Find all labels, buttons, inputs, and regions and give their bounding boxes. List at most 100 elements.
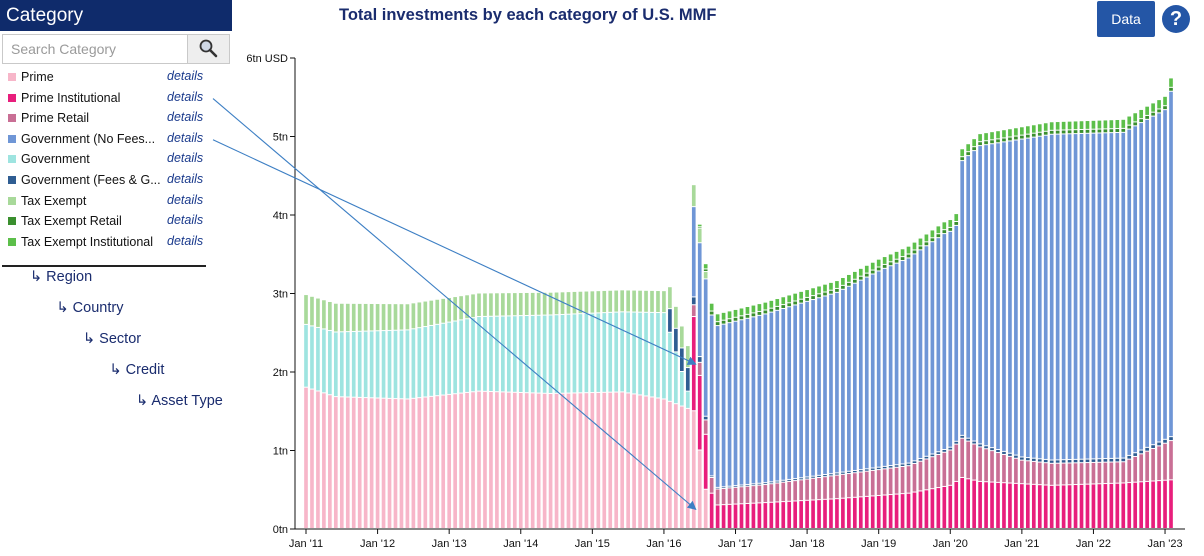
bar-segment xyxy=(1025,126,1030,134)
bar-segment xyxy=(614,392,619,528)
bar-segment xyxy=(847,282,851,286)
bar-segment xyxy=(715,489,720,505)
hierarchy-item[interactable]: ↳ Asset Type xyxy=(136,393,223,409)
category-details-link[interactable]: details xyxy=(167,192,204,207)
bar-segment xyxy=(787,307,792,479)
bar-segment xyxy=(888,254,893,262)
category-item[interactable]: Prime details xyxy=(8,68,208,88)
bar-segment xyxy=(727,311,732,319)
category-item[interactable]: Tax Exempt details xyxy=(8,192,208,212)
category-label: Government (Fees & G... xyxy=(21,173,161,187)
bar-segment xyxy=(852,473,857,497)
bar-segment xyxy=(1031,125,1036,133)
bar-segment xyxy=(1043,131,1048,135)
category-label: Prime xyxy=(21,70,54,84)
bar-segment xyxy=(584,313,589,393)
category-details-link[interactable]: details xyxy=(167,233,204,248)
bar-segment xyxy=(1133,456,1138,482)
bar-segment xyxy=(1079,484,1084,528)
bar-segment xyxy=(996,450,1000,453)
bar-segment xyxy=(1151,449,1155,481)
hierarchy-item[interactable]: ↳ Credit xyxy=(109,362,165,378)
bar-segment xyxy=(310,326,314,389)
bar-segment xyxy=(757,503,762,528)
bar-segment xyxy=(882,466,887,469)
x-tick-label: Jan '17 xyxy=(718,538,753,550)
bar-segment xyxy=(542,292,547,315)
category-details-link[interactable]: details xyxy=(167,110,204,125)
bar-segment xyxy=(960,161,965,435)
bar-segment xyxy=(1109,458,1114,462)
category-details-link[interactable]: details xyxy=(167,89,204,104)
bar-segment xyxy=(805,301,809,477)
category-item[interactable]: Government details xyxy=(8,150,208,170)
bar-segment xyxy=(757,483,762,485)
bar-segment xyxy=(453,394,457,528)
bar-segment xyxy=(703,416,708,420)
category-item[interactable]: Government (No Fees... details xyxy=(8,130,208,150)
category-details-link[interactable]: details xyxy=(167,130,204,145)
bar-segment xyxy=(1008,137,1012,141)
bar-segment xyxy=(495,316,499,392)
search-input[interactable] xyxy=(3,35,186,63)
category-item[interactable]: Prime Retail details xyxy=(8,109,208,129)
bar-segment xyxy=(697,357,702,362)
bar-segment xyxy=(1097,120,1102,129)
bar-segment xyxy=(1085,463,1090,484)
hierarchy-item[interactable]: ↳ Country xyxy=(56,300,124,316)
bar-segment xyxy=(656,398,660,528)
category-item[interactable]: Tax Exempt Institutional details xyxy=(8,233,208,253)
bar-segment xyxy=(930,454,935,457)
bar-segment xyxy=(870,470,875,496)
data-button[interactable]: Data xyxy=(1097,1,1155,37)
help-icon[interactable]: ? xyxy=(1162,5,1190,33)
bar-segment xyxy=(1043,463,1048,485)
bar-segment xyxy=(960,435,965,438)
bar-segment xyxy=(1121,132,1126,458)
bar-segment xyxy=(316,391,320,528)
category-details-link[interactable]: details xyxy=(167,69,204,83)
bar-segment xyxy=(942,449,947,452)
bar-segment xyxy=(751,305,756,313)
bar-segment xyxy=(1139,119,1144,123)
category-details-link[interactable]: details xyxy=(167,172,204,186)
hierarchy-item[interactable]: ↳ Sector xyxy=(83,331,142,347)
bar-segment xyxy=(703,434,708,489)
bar-segment xyxy=(602,290,607,313)
bar-segment xyxy=(847,474,851,498)
bar-segment xyxy=(847,498,851,528)
bar-segment xyxy=(524,393,529,528)
bar-segment xyxy=(1014,483,1018,528)
bar-segment xyxy=(1127,129,1132,455)
category-item[interactable]: Tax Exempt Retail details xyxy=(8,212,208,232)
x-tick-label: Jan '12 xyxy=(360,538,395,550)
bar-segment xyxy=(489,316,493,392)
bar-segment xyxy=(852,283,857,470)
bar-segment xyxy=(1115,132,1120,458)
bar-segment xyxy=(423,397,428,528)
bar-segment xyxy=(757,311,762,315)
bar-segment xyxy=(769,502,774,528)
bar-segment xyxy=(1061,130,1066,134)
bar-segment xyxy=(894,259,899,263)
bar-segment xyxy=(614,290,619,312)
bar-segment xyxy=(1127,455,1132,459)
bar-segment xyxy=(721,505,726,528)
bar-segment xyxy=(429,300,434,325)
category-item[interactable]: Government (Fees & G... details xyxy=(8,171,208,191)
bar-segment xyxy=(1151,116,1155,445)
bar-segment xyxy=(763,485,768,503)
category-details-link[interactable]: details xyxy=(167,213,204,228)
bar-segment xyxy=(697,243,702,357)
bar-segment xyxy=(948,447,953,450)
bar-segment xyxy=(739,316,744,320)
bar-segment xyxy=(518,316,523,392)
bar-segment xyxy=(1008,129,1012,137)
category-details-link[interactable]: details xyxy=(167,151,204,166)
search-button[interactable] xyxy=(187,35,229,63)
category-item[interactable]: Prime Institutional details xyxy=(8,89,208,109)
bar-segment xyxy=(996,139,1000,143)
bar-segment xyxy=(870,468,875,470)
bar-segment xyxy=(930,238,935,242)
hierarchy-item[interactable]: ↳ Region xyxy=(30,269,93,285)
